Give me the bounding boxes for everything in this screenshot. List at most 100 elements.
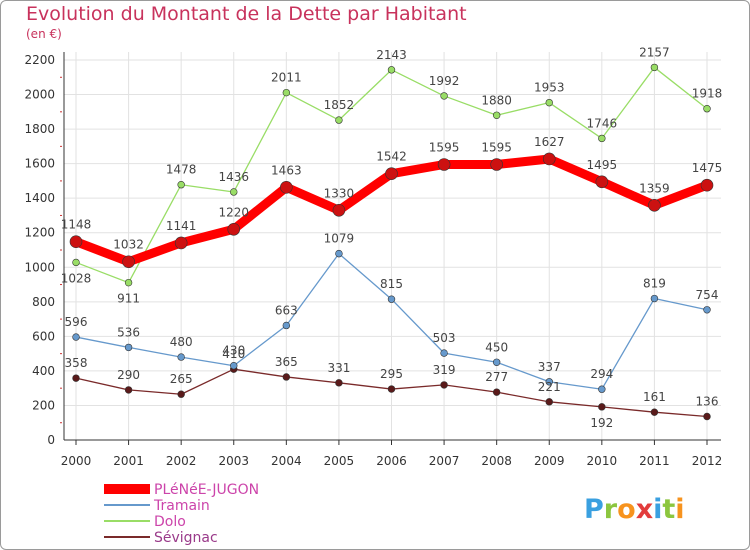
data-label: 1436	[218, 170, 249, 184]
tick-labels: 0 200 400 600 800 1000 1200 1400 1600 1800 2000 220…	[24, 53, 722, 468]
data-label: 536	[117, 325, 140, 339]
axes	[60, 52, 721, 445]
x-tick-label: 2002	[166, 454, 197, 468]
data-label: 290	[117, 368, 140, 382]
x-tick-label: 2006	[376, 454, 407, 468]
x-tick-label: 2008	[481, 454, 512, 468]
data-point	[492, 388, 501, 396]
data-point	[280, 181, 293, 194]
data-label: 480	[170, 335, 193, 349]
y-tick-label: 2000	[24, 88, 55, 102]
data-point	[230, 188, 238, 196]
x-tick-label: 2001	[113, 454, 144, 468]
data-label: 192	[590, 416, 613, 430]
logo-letter: P	[584, 494, 604, 525]
logo-letter: r	[604, 494, 618, 525]
data-point	[335, 379, 343, 387]
data-point	[545, 398, 553, 406]
y-tick-label: 1400	[24, 191, 55, 205]
x-tick-label: 2012	[692, 454, 723, 468]
data-point	[703, 306, 711, 314]
chart-unit: (en €)	[26, 27, 62, 41]
data-label: 1918	[692, 87, 723, 101]
series-lines	[69, 63, 714, 421]
data-label: 2143	[376, 48, 407, 62]
data-label: 1852	[324, 98, 355, 112]
data-label: 294	[590, 367, 613, 381]
data-point	[595, 175, 609, 189]
data-label: 136	[696, 395, 719, 409]
data-labels: 358 290 265 410 365 331 295 319 277 221 192 161 136 5…	[61, 45, 723, 429]
data-point	[650, 408, 659, 416]
data-point	[700, 178, 714, 192]
data-point	[174, 236, 188, 250]
y-tick-label: 400	[32, 364, 55, 378]
logo-letter: i	[675, 494, 684, 525]
chart-title: Evolution du Montant de la Dette par Hab…	[26, 3, 467, 25]
logo-letter: i	[653, 494, 662, 525]
data-point	[177, 390, 185, 398]
data-point	[703, 412, 711, 421]
data-label: 1595	[481, 141, 512, 155]
data-point	[227, 222, 241, 236]
y-tick-label: 800	[32, 295, 55, 309]
data-label: 2157	[639, 45, 670, 59]
data-point	[648, 198, 661, 212]
y-tick-label: 1200	[24, 226, 55, 240]
data-point	[124, 343, 133, 352]
data-label: 1330	[324, 186, 355, 200]
data-label: 1478	[166, 163, 197, 177]
x-tick-label: 2010	[587, 454, 618, 468]
y-tick-label: 600	[32, 329, 55, 343]
data-point	[545, 378, 553, 386]
x-tick-label: 2004	[271, 454, 302, 468]
data-point	[122, 255, 135, 269]
x-tick-label: 2011	[639, 454, 670, 468]
data-label: 430	[222, 344, 245, 358]
logo-letter: o	[617, 494, 636, 525]
data-point	[387, 295, 396, 303]
y-tick-label: 1000	[24, 260, 55, 274]
data-point	[598, 385, 606, 393]
data-point	[385, 167, 398, 180]
data-point	[542, 152, 556, 166]
data-label: 2011	[271, 71, 302, 85]
data-point	[545, 98, 553, 107]
y-tick-label: 0	[47, 433, 55, 447]
data-label: 450	[485, 340, 508, 354]
data-label: 358	[65, 356, 88, 370]
data-label: 1220	[218, 205, 249, 219]
y-tick-label: 1800	[24, 122, 55, 136]
x-tick-label: 2007	[429, 454, 460, 468]
data-label: 1595	[429, 141, 460, 155]
data-point	[440, 349, 448, 357]
data-point	[650, 63, 659, 72]
data-label: 410	[222, 347, 245, 361]
data-label: 1141	[166, 219, 197, 233]
data-point	[440, 381, 448, 389]
data-point	[598, 403, 606, 411]
data-label: 365	[275, 355, 298, 369]
data-point	[335, 249, 343, 258]
data-point	[69, 235, 83, 249]
data-point	[335, 116, 343, 124]
y-tick-label: 1600	[24, 157, 55, 171]
data-label: 265	[170, 372, 193, 386]
data-point	[332, 203, 346, 217]
proxiti-logo: Proxiti	[584, 494, 685, 525]
data-point	[387, 66, 396, 74]
data-point	[437, 158, 451, 171]
data-label: 1028	[61, 271, 92, 285]
data-label: 596	[65, 315, 88, 329]
data-label: 819	[643, 277, 666, 291]
data-point	[72, 333, 80, 341]
data-label: 1953	[534, 81, 565, 95]
data-label: 1542	[376, 150, 407, 164]
legend-label-0: PLéNéE-JUGON	[154, 482, 259, 498]
data-point	[387, 385, 396, 393]
data-point	[492, 358, 501, 366]
x-tick-label: 2009	[534, 454, 565, 468]
data-point	[650, 294, 659, 303]
data-label: 277	[485, 370, 508, 384]
